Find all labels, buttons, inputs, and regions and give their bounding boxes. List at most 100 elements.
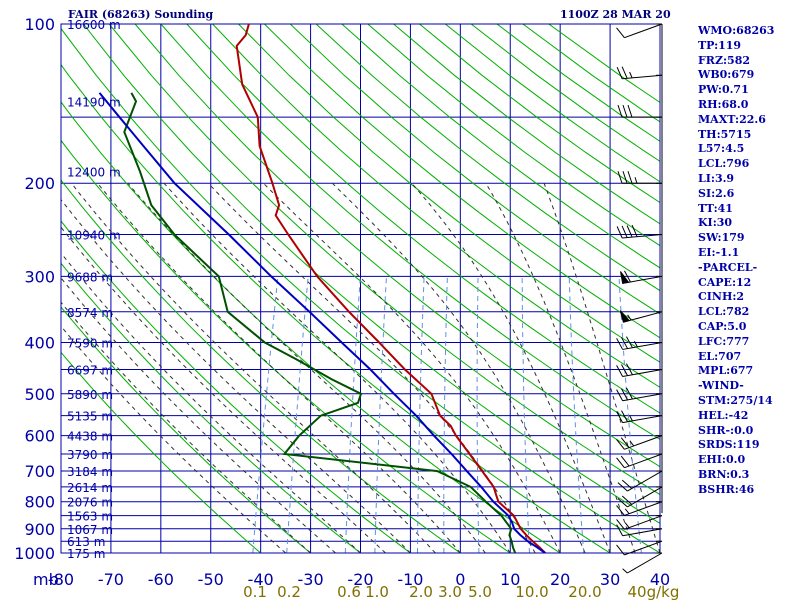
wind-barb — [617, 171, 662, 184]
index-item: CAPE:12 — [698, 275, 752, 289]
mixing-ratio-line — [286, 276, 309, 553]
moist-adiabat — [61, 252, 361, 553]
mixing-ratio-label: 3.0 — [438, 583, 462, 600]
temperature-tick-label: 10 — [500, 570, 520, 589]
index-item: LCL:796 — [698, 157, 750, 171]
index-item: PW:0.71 — [698, 83, 749, 97]
moist-adiabat — [61, 226, 386, 553]
wind-barb — [616, 387, 663, 402]
index-item: HEL:-42 — [698, 408, 749, 422]
barb-full — [627, 171, 633, 184]
wind-barb — [616, 66, 663, 80]
sounding-traces — [98, 24, 546, 553]
mixing-ratio-line — [344, 276, 361, 553]
index-item: BSHR:46 — [698, 482, 755, 496]
height-label: 3184 m — [67, 465, 113, 479]
barb-shaft — [624, 435, 663, 450]
height-label: 5135 m — [67, 410, 113, 424]
barb-full — [616, 226, 623, 239]
dry-adiabat — [134, 24, 660, 468]
wind-barb — [622, 552, 663, 574]
height-label: 10940 m — [67, 229, 121, 243]
height-label: 5890 m — [67, 388, 113, 402]
barb-half — [629, 440, 635, 447]
barb-full — [625, 387, 633, 400]
height-label: 7590 m — [67, 336, 113, 350]
wind-barbs — [616, 23, 663, 574]
wind-barb — [620, 270, 663, 284]
wind-barb — [616, 524, 663, 537]
dry-adiabat — [61, 27, 660, 553]
mixing-ratio-line — [252, 276, 279, 553]
barb-pennant — [619, 310, 631, 323]
index-item: STM:275/14 — [698, 393, 773, 407]
height-label: 613 m — [67, 535, 105, 549]
index-item: WMO:68263 — [698, 24, 775, 37]
dry-adiabat — [61, 306, 311, 553]
barb-full — [617, 482, 628, 492]
barb-full — [616, 338, 624, 350]
barb-shaft — [622, 369, 663, 377]
index-item: LCL:782 — [698, 305, 750, 319]
moist-adiabat — [207, 182, 536, 553]
moist-adiabat — [61, 325, 286, 553]
height-label: 16600 m — [67, 18, 121, 32]
barb-full — [620, 455, 630, 467]
index-item: CAP:5.0 — [698, 319, 747, 333]
barb-full — [625, 363, 633, 375]
index-item: MAXT:22.6 — [698, 112, 766, 126]
barb-full — [631, 224, 638, 237]
moist-adiabat — [61, 301, 311, 553]
index-item: EI:-1.1 — [698, 245, 740, 259]
barb-full — [616, 365, 624, 377]
sounding-title: FAIR (68263) Sounding — [68, 8, 214, 21]
barb-full — [616, 505, 625, 516]
barb-full — [621, 495, 633, 505]
dry-adiabat — [61, 101, 561, 553]
moist-adiabat — [61, 277, 336, 553]
dry-adiabat — [264, 24, 660, 339]
mixing-ratio-label: 0.6 — [337, 583, 361, 600]
index-item: TT:41 — [698, 201, 733, 215]
pressure-tick-label: 1000 — [14, 544, 55, 563]
dry-adiabat — [367, 24, 660, 247]
height-label: 4438 m — [67, 430, 113, 444]
dry-adiabat — [289, 24, 660, 315]
barb-full — [626, 225, 633, 238]
moist-adiabat — [411, 182, 611, 553]
index-item: FRZ:582 — [698, 53, 751, 67]
index-item: CINH:2 — [698, 290, 745, 304]
barb-shaft — [627, 486, 663, 508]
height-label: 12400 m — [67, 165, 121, 179]
barb-shaft — [624, 501, 663, 516]
temperature-tick-label: -70 — [98, 570, 124, 589]
wind-barb — [616, 540, 663, 556]
moist-adiabat — [485, 182, 636, 553]
moist-adiabat — [127, 182, 486, 553]
temperature-trace — [235, 24, 546, 553]
stability-indices: WMO:68263 TP:119 FRZ:582 WB0:679 PW:0.71 RH:6… — [698, 24, 774, 498]
moist-adiabat — [331, 182, 586, 553]
wind-barb — [616, 410, 663, 424]
barb-full — [617, 171, 623, 184]
barb-full — [621, 364, 628, 376]
index-item: TP:119 — [698, 38, 742, 52]
mixing-ratio-label: 0.1 — [243, 583, 267, 600]
barb-half — [634, 177, 638, 184]
chart-frame — [60, 23, 661, 554]
index-item: LI:3.9 — [698, 171, 735, 185]
barb-full — [617, 498, 628, 508]
barb-shaft — [624, 515, 663, 530]
dry-adiabat — [212, 24, 660, 388]
temperature-tick-label: 30 — [600, 570, 620, 589]
index-item: SI:2.6 — [698, 186, 735, 200]
barb-full — [621, 225, 628, 238]
mixing-ratio-label: 0.2 — [277, 583, 301, 600]
barb-shaft — [622, 393, 663, 402]
pressure-tick-label: 600 — [24, 427, 55, 446]
height-label: 9688 m — [67, 270, 113, 284]
barb-shaft — [622, 415, 663, 424]
barb-shaft — [622, 275, 663, 284]
temperature-tick-label: 20 — [550, 570, 570, 589]
